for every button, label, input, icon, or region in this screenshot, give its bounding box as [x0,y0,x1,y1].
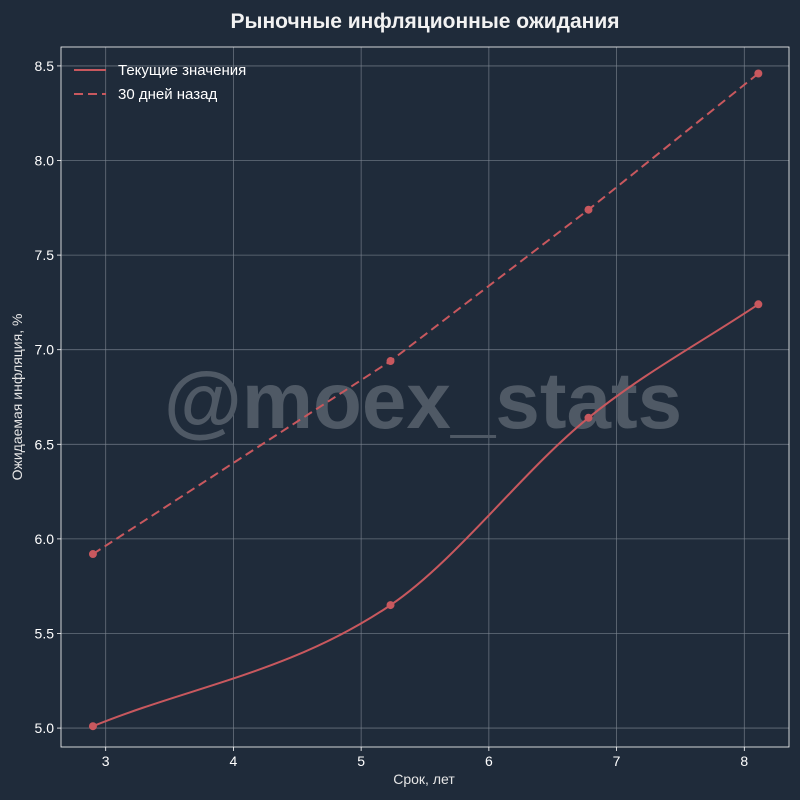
y-tick-label: 5.5 [35,625,55,641]
data-point-current [88,722,97,731]
data-point-current [386,601,395,610]
y-tick-label: 7.5 [35,247,55,263]
y-tick-label: 8.5 [35,58,55,74]
watermark: @moex_stats [164,356,682,445]
series [88,69,763,731]
legend-label-current: Текущие значения [118,62,246,79]
data-point-current [584,413,593,422]
series-line-previous [92,72,759,555]
data-point-previous [386,357,395,366]
x-axis-label: Срок, лет [393,771,455,787]
chart-title: Рыночные инфляционные ожидания [231,10,620,33]
y-tick-label: 5.0 [35,720,55,736]
data-point-current [754,300,763,309]
x-tick-label: 8 [740,753,748,769]
series-line-current [92,303,759,728]
y-tick-label: 8.0 [35,153,55,169]
y-tick-label: 7.0 [35,342,55,358]
tick-labels: 3 4 5 6 7 8 5.0 5.5 6.0 6.5 7.0 7.5 8.0 8.5 [35,58,749,769]
data-point-previous [88,550,97,559]
x-tick-label: 5 [357,753,365,769]
legend: Текущие значения 30 дней назад [74,62,246,103]
data-point-previous [754,69,763,78]
y-tick-label: 6.0 [35,531,55,547]
x-tick-label: 6 [485,753,493,769]
data-point-previous [584,205,593,214]
plot-frame [60,46,790,748]
y-tick-label: 6.5 [35,436,55,452]
x-tick-label: 4 [230,753,238,769]
x-tick-label: 3 [102,753,110,769]
y-axis-label: Ожидаемая инфляция, % [9,314,25,481]
x-tick-label: 7 [613,753,621,769]
legend-label-previous: 30 дней назад [118,86,217,103]
